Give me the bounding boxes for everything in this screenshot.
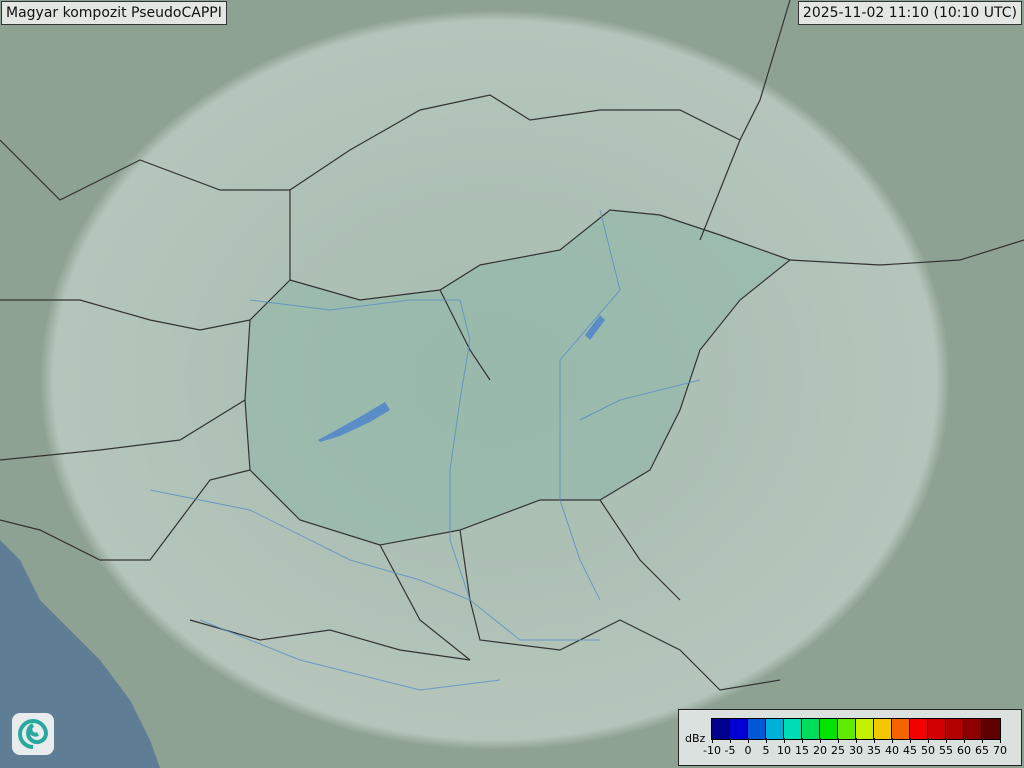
legend-color-swatch <box>712 719 730 739</box>
legend-color-swatch <box>982 719 1000 739</box>
legend-tick-mark <box>784 738 785 743</box>
legend-tick-label: 60 <box>957 744 971 757</box>
legend-tick-label: 25 <box>831 744 845 757</box>
legend-tick-mark <box>964 738 965 743</box>
legend-tick-mark <box>766 738 767 743</box>
rivers <box>149 209 701 691</box>
legend-tick-label: 20 <box>813 744 827 757</box>
legend-tick-label: 30 <box>849 744 863 757</box>
legend-color-swatch <box>892 719 910 739</box>
legend-tick-mark <box>856 738 857 743</box>
legend-color-swatch <box>748 719 766 739</box>
legend-tick-mark <box>820 738 821 743</box>
legend-color-swatch <box>784 719 802 739</box>
adriatic-sea <box>0 540 160 768</box>
lake-balaton <box>318 402 390 442</box>
legend-ticks: -10 -5 0 5 10 15 20 25 30 35 40 45 50 55 60 65 70 <box>703 738 1017 762</box>
legend-tick-mark <box>838 738 839 743</box>
legend-tick-mark <box>730 738 731 743</box>
legend-tick-label: 55 <box>939 744 953 757</box>
legend-tick-label: 35 <box>867 744 881 757</box>
legend-tick-label: 40 <box>885 744 899 757</box>
legend-color-swatch <box>874 719 892 739</box>
legend-color-bar <box>711 718 1001 740</box>
legend-tick-label: 65 <box>975 744 989 757</box>
legend-tick-mark <box>982 738 983 743</box>
legend-color-swatch <box>730 719 748 739</box>
legend-color-swatch <box>964 719 982 739</box>
legend-tick-mark <box>910 738 911 743</box>
legend-color-swatch <box>856 719 874 739</box>
dbz-legend: dBz -10 -5 0 5 10 15 20 25 30 35 40 45 50 55 60 65 70 <box>678 709 1022 766</box>
radar-swirl-logo-icon <box>12 713 54 755</box>
legend-color-swatch <box>928 719 946 739</box>
legend-color-swatch <box>802 719 820 739</box>
product-title: Magyar kompozit PseudoCAPPI <box>1 1 227 25</box>
legend-tick-label: -5 <box>724 744 736 757</box>
legend-tick-mark <box>802 738 803 743</box>
legend-tick-mark <box>748 738 749 743</box>
legend-tick-mark <box>712 738 713 743</box>
legend-tick-label: 10 <box>777 744 791 757</box>
legend-tick-label: 15 <box>795 744 809 757</box>
legend-color-swatch <box>946 719 964 739</box>
legend-unit: dBz <box>685 732 706 745</box>
country-borders <box>0 0 1024 691</box>
timestamp: 2025-11-02 11:10 (10:10 UTC) <box>797 1 1022 25</box>
legend-tick-label: 5 <box>762 744 770 757</box>
legend-tick-label: 50 <box>921 744 935 757</box>
lake-tisza <box>585 315 605 340</box>
legend-tick-label: 45 <box>903 744 917 757</box>
legend-color-swatch <box>910 719 928 739</box>
legend-tick-mark <box>1000 738 1001 743</box>
legend-tick-mark <box>928 738 929 743</box>
legend-tick-label: 70 <box>993 744 1007 757</box>
legend-color-swatch <box>838 719 856 739</box>
legend-tick-mark <box>874 738 875 743</box>
legend-tick-label: 0 <box>744 744 752 757</box>
legend-color-swatch <box>766 719 784 739</box>
legend-tick-mark <box>946 738 947 743</box>
legend-tick-mark <box>892 738 893 743</box>
legend-color-swatch <box>820 719 838 739</box>
legend-tick-label: -10 <box>703 744 721 757</box>
